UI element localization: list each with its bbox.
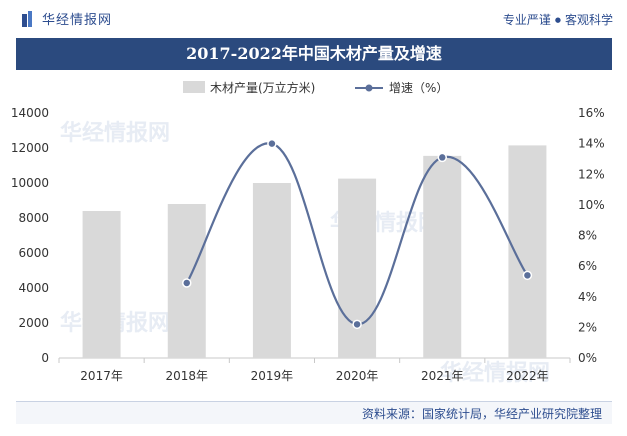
legend: 木材产量(万立方米) 增速（%） bbox=[183, 80, 448, 95]
growth-point bbox=[267, 138, 277, 149]
brand-name: 华经情报网 bbox=[42, 13, 113, 28]
line-series bbox=[182, 138, 533, 330]
y-tick-label: 14000 bbox=[11, 106, 49, 120]
growth-point bbox=[182, 278, 192, 288]
slogan-separator: ● bbox=[554, 15, 561, 24]
bar bbox=[338, 178, 377, 358]
y2-tick-label: 6% bbox=[578, 259, 597, 273]
bar bbox=[82, 211, 121, 358]
legend-line-marker bbox=[365, 84, 373, 92]
x-tick-label: 2022年 bbox=[506, 369, 549, 383]
axes: 0 2000 4000 6000 8000 10000 12000 14000 0% 2% 4% 6%… bbox=[11, 106, 605, 383]
legend-bar-label: 木材产量(万立方米) bbox=[210, 80, 315, 95]
brand: 华经情报网 bbox=[22, 9, 112, 28]
source-note: 资料来源：国家统计局，华经产业研究院整理 bbox=[361, 407, 602, 421]
growth-point bbox=[437, 152, 447, 163]
y2-tick-label: 0% bbox=[578, 351, 597, 365]
slogan-left: 专业严谨 bbox=[502, 13, 551, 27]
x-tick-label: 2021年 bbox=[421, 369, 464, 383]
header-bar: 华经情报网 专业严谨 ● 客观科学 bbox=[0, 0, 627, 36]
x-tick-label: 2019年 bbox=[251, 369, 294, 383]
footer: 资料来源：国家统计局，华经产业研究院整理 bbox=[16, 401, 612, 424]
legend-bar-swatch bbox=[183, 81, 205, 93]
y-tick-label: 4000 bbox=[18, 281, 49, 295]
y2-tick-label: 16% bbox=[578, 106, 605, 120]
growth-point bbox=[352, 319, 362, 330]
growth-point bbox=[522, 270, 533, 281]
y-tick-label: 2000 bbox=[18, 316, 49, 330]
y-tick-label: 10000 bbox=[11, 176, 49, 190]
chart-title: 2017-2022年中国木材产量及增速 bbox=[16, 38, 612, 70]
y-tick-label: 0 bbox=[41, 351, 49, 365]
slogan: 专业严谨 ● 客观科学 bbox=[503, 11, 613, 28]
watermark-layer: 华经情报网华经情报网华经情报网华经情报网 bbox=[60, 120, 550, 386]
watermark-text: 华经情报网 bbox=[440, 360, 550, 386]
legend-line-label: 增速（%） bbox=[389, 81, 448, 95]
bar bbox=[252, 183, 291, 358]
slogan-right: 客观科学 bbox=[564, 13, 613, 27]
x-tick-label: 2017年 bbox=[80, 369, 123, 383]
y-tick-label: 12000 bbox=[11, 141, 49, 155]
x-tick-label: 2020年 bbox=[336, 369, 379, 383]
y-tick-label: 8000 bbox=[18, 211, 49, 225]
y2-tick-label: 8% bbox=[578, 229, 597, 243]
bar bbox=[423, 155, 462, 358]
y2-tick-label: 10% bbox=[578, 198, 605, 212]
x-tick-label: 2018年 bbox=[165, 369, 208, 383]
y2-tick-label: 14% bbox=[578, 137, 605, 151]
y2-tick-label: 12% bbox=[578, 167, 605, 181]
bar-series bbox=[82, 145, 547, 358]
y2-tick-label: 4% bbox=[578, 290, 597, 304]
y-tick-label: 6000 bbox=[18, 246, 49, 260]
y2-tick-label: 2% bbox=[578, 320, 597, 334]
brand-logo-icon bbox=[22, 10, 32, 27]
watermark-text: 华经情报网 bbox=[60, 120, 170, 146]
